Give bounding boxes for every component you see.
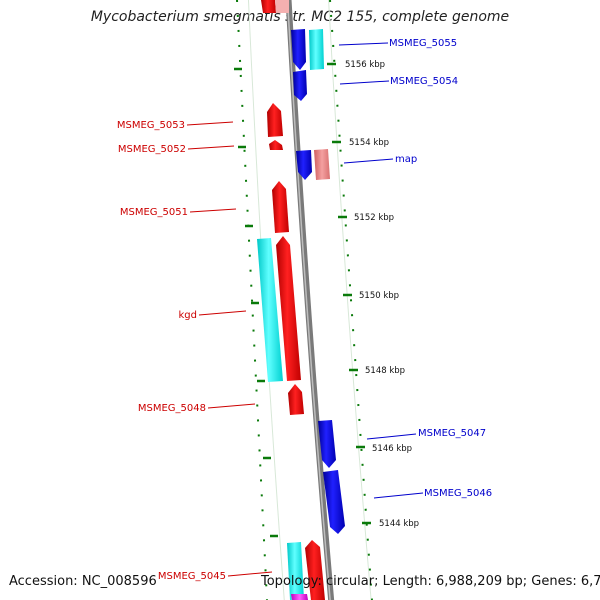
gene-label-forward[interactable]: MSMEG_5048 (138, 403, 206, 414)
gene-feature-reverse[interactable] (291, 29, 306, 70)
accession-label: Accession: NC_008596 (9, 574, 157, 589)
genome-backbone-highlight (286, 0, 331, 600)
rna-feature-top-partial[interactable] (275, 0, 289, 13)
scale-tick-label: 5148 kbp (365, 366, 405, 376)
map-title: Mycobacterium smegmatis str. MC2 155, co… (90, 9, 510, 25)
rna-feature-cyan[interactable] (309, 29, 324, 70)
rna-feature-magenta[interactable] (291, 594, 308, 600)
rna-feature-cyan[interactable] (257, 238, 283, 382)
inner-tick-track (236, 0, 268, 600)
scale-tick-label: 5144 kbp (379, 519, 419, 529)
gene-feature-reverse[interactable] (318, 420, 336, 468)
scale-tick-label: 5150 kbp (359, 291, 399, 301)
gene-label-forward[interactable]: kgd (179, 310, 198, 321)
gene-feature-forward[interactable] (288, 384, 304, 415)
gene-feature-reverse[interactable] (323, 470, 345, 534)
gene-label-forward[interactable]: MSMEG_5053 (117, 120, 185, 131)
gene-label-reverse[interactable]: map (395, 154, 417, 165)
gene-feature-forward[interactable] (269, 140, 283, 150)
scale-tick-label: 5152 kbp (354, 213, 394, 223)
gene-label-reverse[interactable]: MSMEG_5047 (418, 428, 486, 439)
gene-label-reverse[interactable]: MSMEG_5054 (390, 76, 458, 87)
topology-label: Topology: circular; Length: 6,988,209 bp… (261, 574, 600, 589)
gene-label-forward[interactable]: MSMEG_5052 (118, 144, 186, 155)
forward-callouts (186, 121, 273, 577)
scale-tick-label: 5146 kbp (372, 444, 412, 454)
gene-feature-pseudo[interactable] (314, 149, 330, 180)
gene-label-forward[interactable]: MSMEG_5051 (120, 207, 188, 218)
gene-feature-forward[interactable] (272, 181, 289, 233)
gene-feature-forward[interactable] (276, 236, 301, 381)
reverse-callouts (338, 42, 424, 499)
gene-label-reverse[interactable]: MSMEG_5046 (424, 488, 492, 499)
gene-feature-forward[interactable] (267, 103, 283, 137)
scale-tick-label: 5154 kbp (349, 138, 389, 148)
gene-label-forward[interactable]: MSMEG_5045 (158, 571, 226, 582)
gene-feature-reverse[interactable] (296, 150, 312, 180)
gene-feature-forward[interactable] (305, 540, 325, 600)
gene-label-reverse[interactable]: MSMEG_5055 (389, 38, 457, 49)
genome-backbone (285, 0, 335, 600)
gene-feature-reverse[interactable] (293, 70, 307, 101)
rna-feature-cyan[interactable] (287, 542, 304, 600)
outer-tick-track (329, 0, 373, 600)
major-ticks (234, 62, 371, 538)
scale-tick-label: 5156 kbp (345, 60, 385, 70)
gene-feature-forward-top-partial[interactable] (261, 0, 276, 13)
